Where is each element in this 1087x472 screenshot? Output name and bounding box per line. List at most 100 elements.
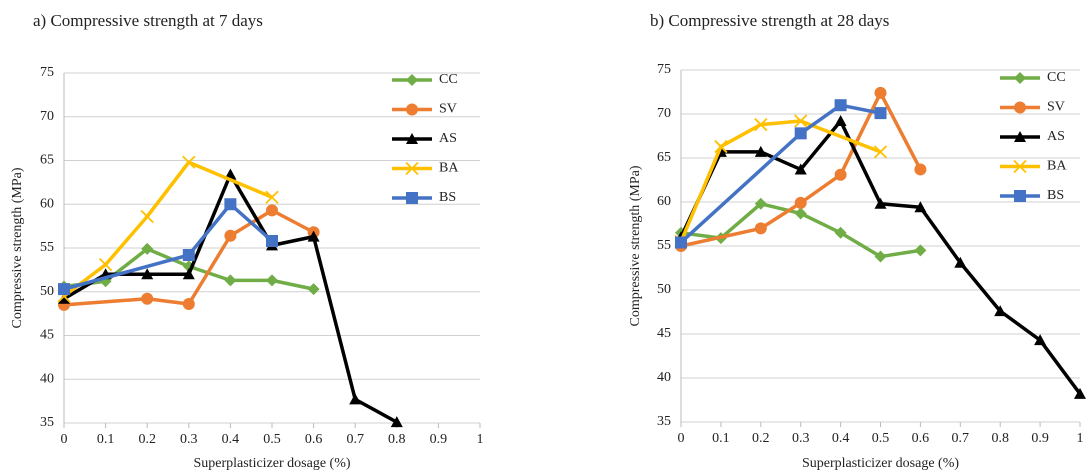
y-tick-label: 50 — [40, 284, 54, 299]
marker — [266, 274, 278, 287]
marker — [754, 117, 768, 132]
legend-label: BA — [1047, 159, 1067, 174]
marker — [406, 74, 418, 86]
y-axis-label: Compressive strength (MPa) — [10, 167, 25, 328]
marker — [994, 305, 1007, 317]
marker — [349, 393, 362, 405]
marker — [141, 242, 154, 255]
marker — [754, 222, 767, 235]
x-tick-label: 1 — [477, 432, 484, 447]
marker — [307, 283, 320, 296]
x-tick-label: 0.3 — [180, 432, 198, 447]
legend-label: SV — [439, 102, 457, 117]
marker — [914, 163, 927, 176]
x-tick-label: 0.9 — [430, 432, 448, 447]
x-tick-label: 0 — [61, 432, 68, 447]
marker — [954, 256, 967, 268]
y-tick-label: 50 — [657, 282, 671, 297]
marker — [58, 292, 70, 304]
marker — [874, 197, 887, 209]
marker — [794, 114, 808, 128]
series — [58, 198, 278, 296]
y-tick-label: 60 — [657, 194, 671, 209]
marker — [914, 244, 927, 257]
x-tick-label: 0.5 — [872, 431, 890, 446]
series — [675, 86, 927, 252]
marker — [307, 230, 320, 242]
marker — [794, 207, 807, 220]
marker — [182, 268, 195, 280]
marker — [794, 127, 807, 140]
x-axis-label: Superplasticizer dosage (%) — [802, 456, 959, 471]
x-tick-label: 0.6 — [912, 431, 930, 446]
y-tick-label: 60 — [40, 196, 54, 211]
x-tick-label: 0.6 — [305, 432, 323, 447]
marker — [266, 204, 278, 217]
y-tick-label: 40 — [40, 371, 54, 386]
y-tick-label: 55 — [40, 240, 54, 255]
marker — [406, 192, 418, 204]
legend-label: BA — [439, 161, 459, 176]
legend-label: AS — [439, 131, 457, 146]
y-tick-label: 35 — [40, 415, 54, 430]
marker — [874, 107, 887, 120]
marker — [714, 139, 728, 154]
y-tick-label: 65 — [40, 153, 54, 168]
x-tick-label: 0 — [678, 431, 685, 446]
series — [674, 114, 888, 249]
x-tick-label: 0.8 — [991, 431, 1009, 446]
marker — [406, 103, 418, 116]
marker — [182, 155, 196, 169]
legend-label: BS — [1047, 188, 1064, 203]
x-tick-label: 0.7 — [952, 431, 970, 446]
y-tick-label: 65 — [657, 150, 671, 165]
marker — [834, 168, 847, 181]
y-tick-label: 45 — [40, 328, 54, 343]
marker — [914, 201, 927, 213]
marker — [141, 268, 154, 280]
marker — [874, 250, 887, 263]
legend-label: SV — [1047, 100, 1065, 115]
x-tick-label: 0.1 — [712, 431, 730, 446]
x-tick-label: 0.2 — [752, 431, 770, 446]
marker — [182, 249, 195, 261]
marker — [1034, 334, 1047, 346]
marker — [182, 298, 195, 310]
y-tick-label: 35 — [657, 414, 671, 429]
marker — [794, 196, 807, 209]
marker — [141, 292, 154, 305]
series-line — [680, 91, 922, 248]
y-tick-label: 55 — [657, 238, 671, 253]
x-tick-label: 1 — [1077, 431, 1084, 446]
x-tick-label: 0.2 — [138, 432, 156, 447]
marker — [1014, 101, 1026, 114]
series — [57, 155, 279, 303]
series-line — [63, 202, 274, 291]
marker — [675, 236, 687, 249]
marker — [224, 198, 237, 211]
marker — [1014, 131, 1026, 142]
x-axis-label: Superplasticizer dosage (%) — [193, 456, 350, 471]
marker — [834, 115, 847, 127]
x-tick-label: 0.8 — [388, 432, 406, 447]
x-tick-label: 0.9 — [1031, 431, 1049, 446]
marker — [874, 86, 887, 99]
series — [675, 99, 887, 249]
marker — [754, 145, 767, 157]
y-axis-label: Compressive strength (MPa) — [628, 165, 643, 326]
marker — [140, 209, 154, 224]
legend-label: CC — [1047, 70, 1066, 85]
legend-label: AS — [1047, 129, 1065, 144]
y-tick-label: 75 — [657, 62, 671, 77]
marker — [754, 197, 767, 210]
legend-label: BS — [439, 190, 456, 205]
marker — [834, 226, 847, 239]
x-tick-label: 0.4 — [222, 432, 240, 447]
chart-title: a) Compressive strength at 7 days — [33, 11, 263, 30]
series-line — [63, 172, 398, 424]
marker — [265, 190, 279, 204]
chart-title: b) Compressive strength at 28 days — [650, 11, 889, 30]
marker — [1074, 387, 1086, 399]
